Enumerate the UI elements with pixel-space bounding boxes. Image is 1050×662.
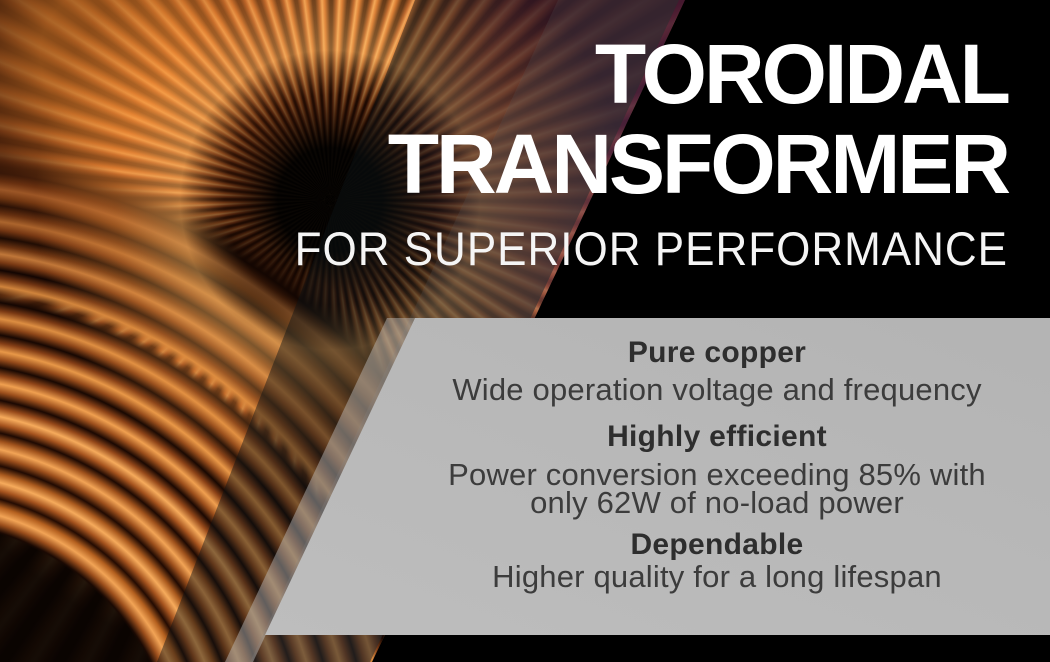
feature-line: only 62W of no-load power xyxy=(530,485,904,520)
feature-heading-dependable: Dependable xyxy=(630,528,804,561)
feature-heading-pure-copper: Pure copper xyxy=(627,336,807,369)
title-subtitle: FOR SUPERIOR PERFORMANCE xyxy=(294,223,1008,276)
feature-line: Higher quality for a long lifespan xyxy=(492,559,942,594)
title-line-1: TOROIDAL xyxy=(594,27,1011,121)
title-block: TOROIDAL TRANSFORMER FOR SUPERIOR PERFOR… xyxy=(295,27,1011,276)
feature-line: Power conversion exceeding 85% with xyxy=(448,457,986,492)
title-line-2: TRANSFORMER xyxy=(387,117,1011,211)
feature-heading-highly-efficient: Highly efficient xyxy=(607,420,827,453)
features-content: Pure copper Wide operation voltage and f… xyxy=(384,318,1050,594)
feature-line: Wide operation voltage and frequency xyxy=(452,372,982,407)
